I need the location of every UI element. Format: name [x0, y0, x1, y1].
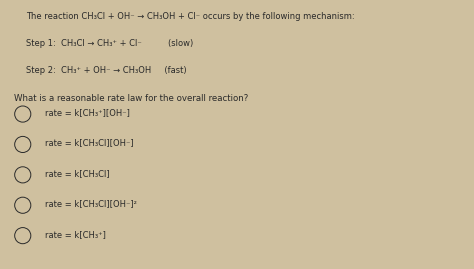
Text: What is a reasonable rate law for the overall reaction?: What is a reasonable rate law for the ov… — [14, 94, 248, 103]
Text: rate = k[CH₃Cl]: rate = k[CH₃Cl] — [45, 169, 109, 178]
Text: rate = k[CH₃Cl][OH⁻]: rate = k[CH₃Cl][OH⁻] — [45, 139, 134, 147]
Text: The reaction CH₃Cl + OH⁻ → CH₃OH + Cl⁻ occurs by the following mechanism:: The reaction CH₃Cl + OH⁻ → CH₃OH + Cl⁻ o… — [26, 12, 355, 21]
Text: rate = k[CH₃Cl][OH⁻]²: rate = k[CH₃Cl][OH⁻]² — [45, 199, 137, 208]
Text: rate = k[CH₃⁺][OH⁻]: rate = k[CH₃⁺][OH⁻] — [45, 108, 130, 117]
Text: Step 2:  CH₃⁺ + OH⁻ → CH₃OH     (fast): Step 2: CH₃⁺ + OH⁻ → CH₃OH (fast) — [26, 66, 187, 75]
Text: rate = k[CH₃⁺]: rate = k[CH₃⁺] — [45, 230, 106, 239]
Text: Step 1:  CH₃Cl → CH₃⁺ + Cl⁻          (slow): Step 1: CH₃Cl → CH₃⁺ + Cl⁻ (slow) — [26, 39, 193, 48]
